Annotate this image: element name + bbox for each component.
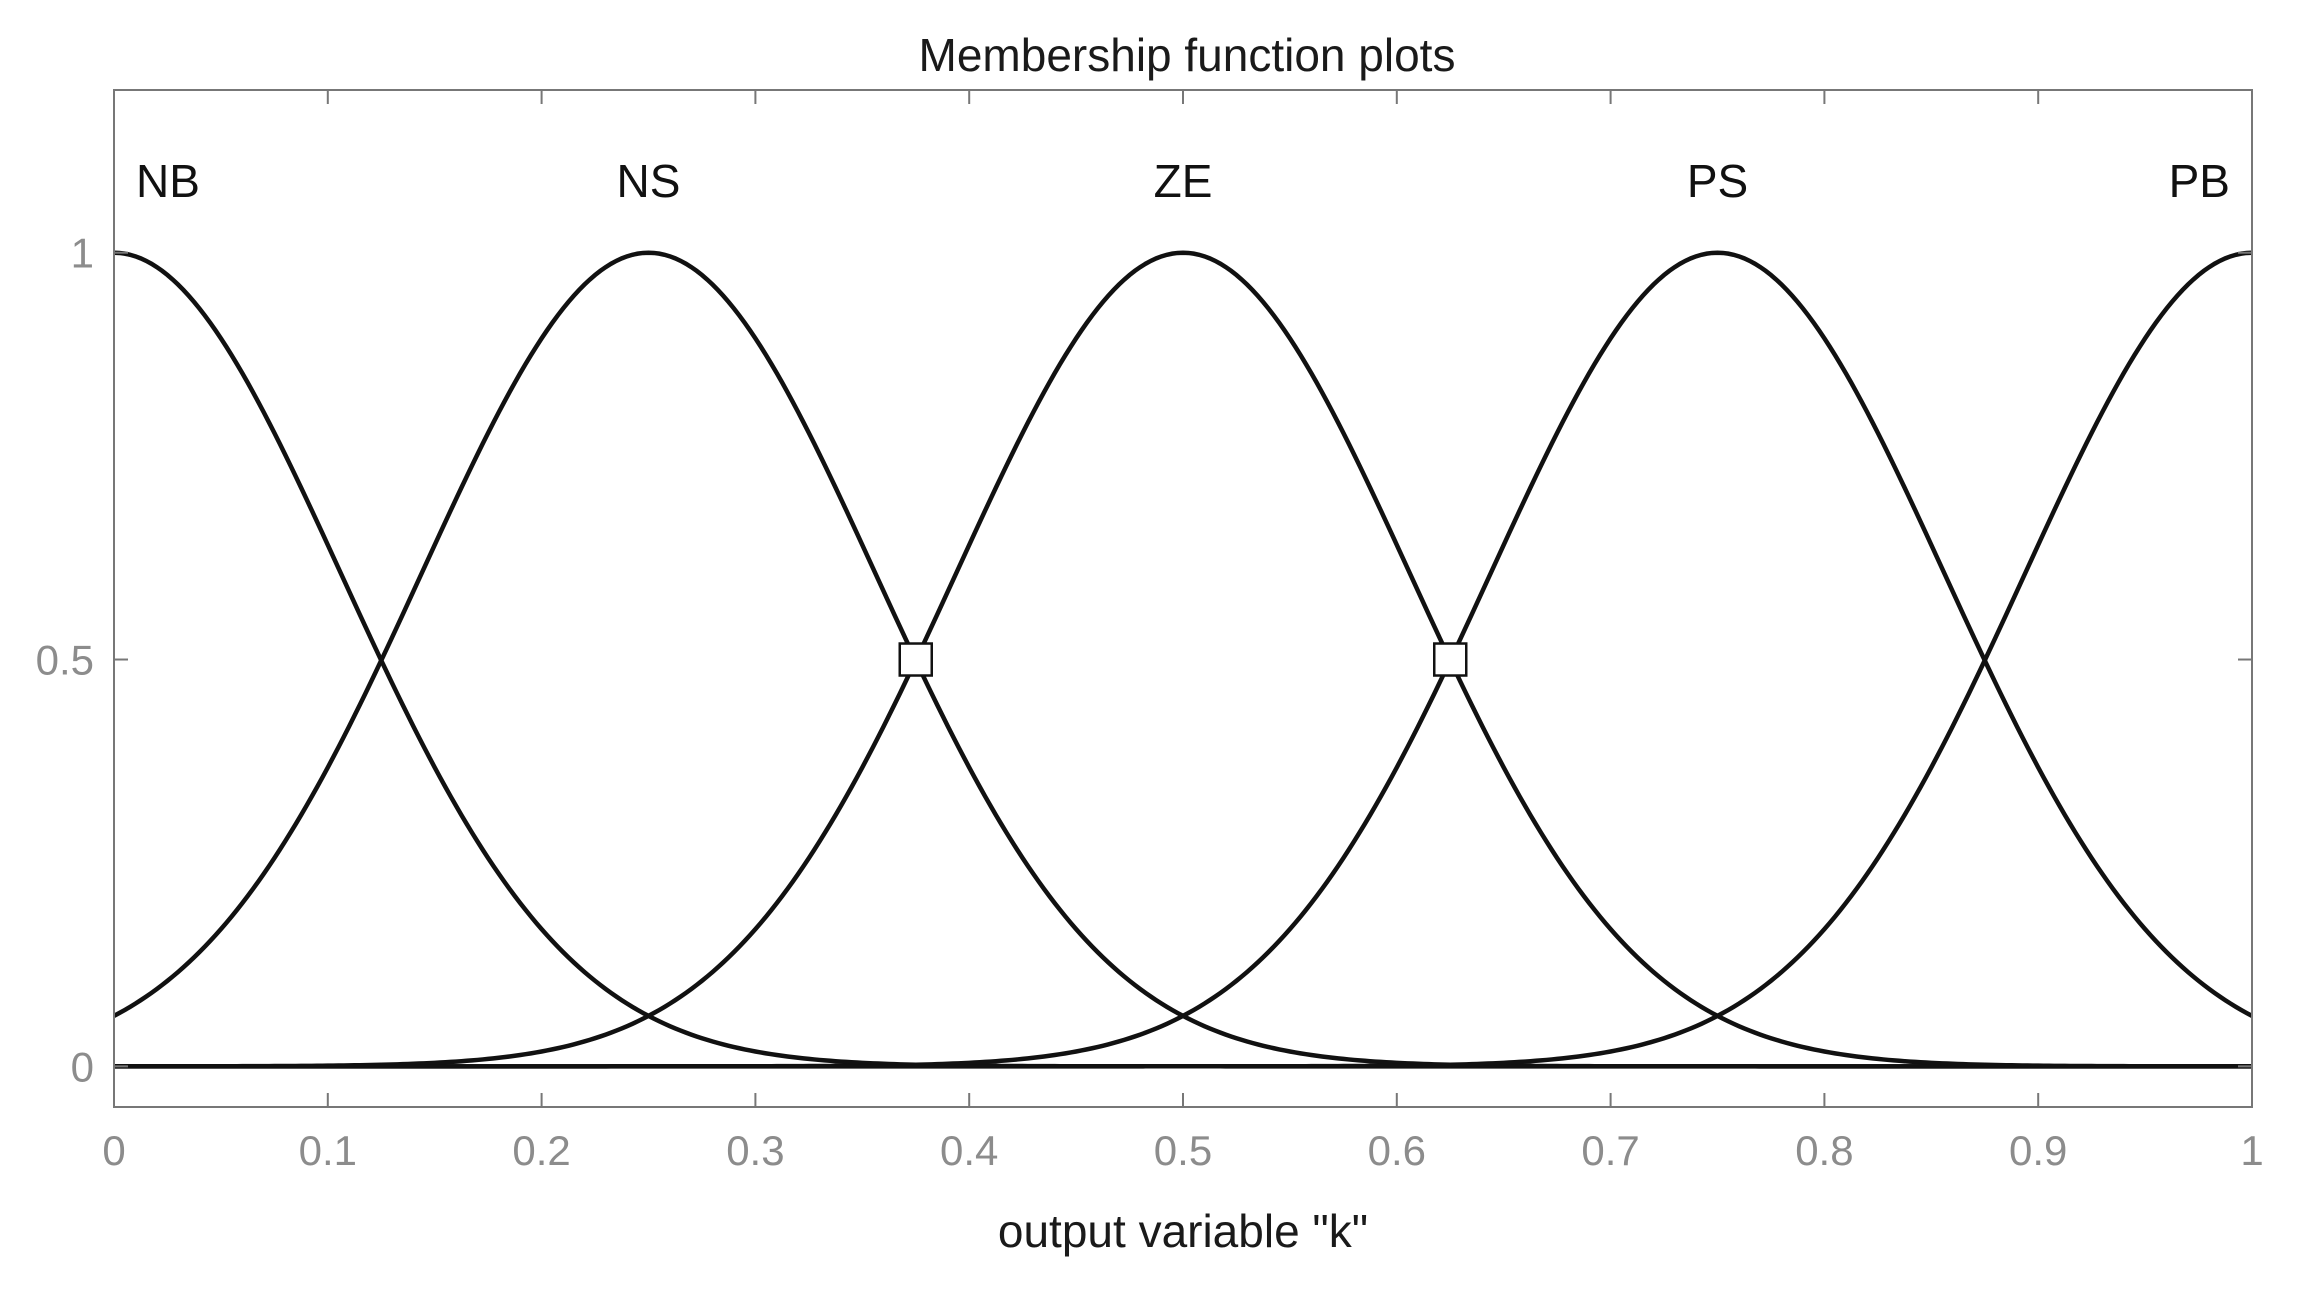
x-tick-labels: 0 0.1 0.2 0.3 0.4 0.5 0.6 0.7 0.8 0.9 1 (102, 1127, 2263, 1174)
x-tick-label-9: 0.9 (2009, 1127, 2067, 1174)
y-tick-labels: 00.51 (36, 230, 94, 1091)
x-tick-label-10: 1 (2240, 1127, 2263, 1174)
x-tick-label-0: 0 (102, 1127, 125, 1174)
mf-curve-ps (114, 250, 2254, 1069)
y-tick-label-0: 0 (71, 1043, 94, 1090)
mf-curve-nb (113, 250, 2252, 1069)
x-tick-label-3: 0.3 (726, 1127, 784, 1174)
mf-curve-ze (114, 250, 2252, 1069)
mf-curve-ns (112, 250, 2252, 1069)
x-tick-label-6: 0.6 (1368, 1127, 1426, 1174)
x-tick-label-2: 0.2 (512, 1127, 570, 1174)
marker-2[interactable] (1433, 642, 1468, 677)
y-tick-label-1: 0.5 (36, 637, 94, 684)
markers-layer (898, 642, 1468, 677)
curves-layer (112, 250, 2254, 1069)
x-tick-label-8: 0.8 (1795, 1127, 1853, 1174)
mf-label-ps: PS (1687, 155, 1748, 207)
ticks-layer (113, 90, 2253, 1107)
x-tick-label-1: 0.1 (299, 1127, 357, 1174)
y-tick-label-2: 1 (71, 230, 94, 277)
mf-label-pb: PB (2169, 155, 2230, 207)
plot-area-frame (113, 89, 2253, 1108)
mf-curve-pb (114, 250, 2253, 1069)
membership-function-labels: NB NS ZE PS PB (136, 155, 2230, 207)
mf-label-ns: NS (617, 155, 681, 207)
x-tick-label-4: 0.4 (940, 1127, 998, 1174)
mf-label-ze: ZE (1154, 155, 1213, 207)
marker-1[interactable] (898, 642, 933, 677)
x-tick-label-5: 0.5 (1154, 1127, 1212, 1174)
mf-label-nb: NB (136, 155, 200, 207)
x-tick-label-7: 0.7 (1581, 1127, 1639, 1174)
x-axis-label: output variable "k" (998, 1205, 1368, 1257)
chart-title: Membership function plots (919, 29, 1456, 81)
